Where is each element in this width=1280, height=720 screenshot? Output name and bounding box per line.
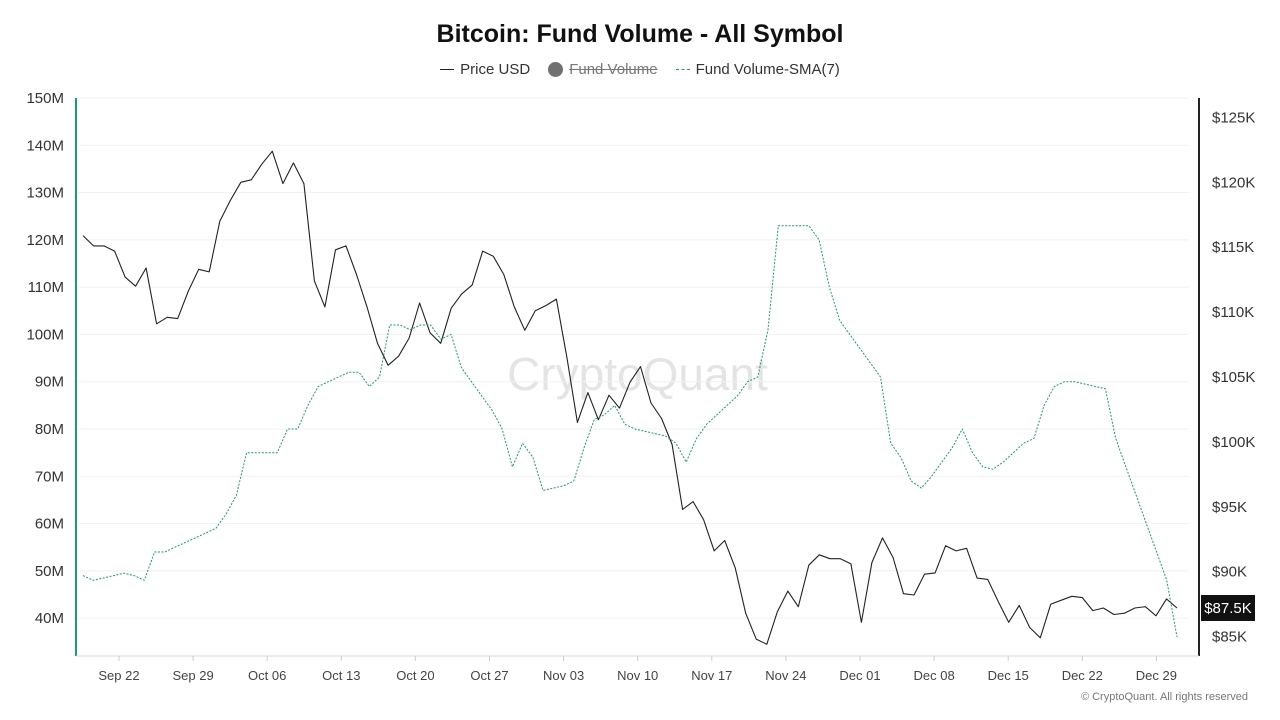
legend-label-fund-volume: Fund Volume bbox=[569, 61, 658, 78]
left-axis-tick-label: 130M bbox=[26, 185, 64, 202]
right-axis-tick-label: $100K bbox=[1212, 434, 1255, 451]
legend: Price USD Fund Volume Fund Volume-SMA(7) bbox=[0, 61, 1280, 78]
right-axis-tick-label: $115K bbox=[1212, 239, 1254, 256]
right-axis-tick-label: $90K bbox=[1212, 564, 1247, 581]
x-axis-tick-label: Dec 22 bbox=[1062, 668, 1103, 683]
left-axis-tick-label: 150M bbox=[26, 90, 64, 107]
legend-item-fund-volume[interactable]: Fund Volume bbox=[548, 61, 658, 78]
right-axis-tick-label: $85K bbox=[1212, 629, 1247, 646]
legend-label-price: Price USD bbox=[460, 61, 531, 78]
legend-label-fund-volume-sma: Fund Volume-SMA(7) bbox=[695, 61, 840, 78]
x-axis-tick-label: Oct 20 bbox=[396, 668, 434, 683]
left-axis-tick-label: 80M bbox=[35, 421, 64, 438]
current-price-label: $87.5K bbox=[1204, 600, 1252, 617]
dot-swatch-icon bbox=[548, 62, 564, 77]
x-axis-tick-label: Oct 13 bbox=[322, 668, 360, 683]
x-axis-tick-label: Oct 06 bbox=[248, 668, 286, 683]
left-axis-tick-label: 120M bbox=[26, 232, 64, 249]
right-axis-tick-label: $110K bbox=[1212, 304, 1254, 321]
fund-volume-sma-line[interactable] bbox=[82, 225, 1178, 638]
x-axis-tick-label: Dec 01 bbox=[839, 668, 880, 683]
left-axis-tick-label: 100M bbox=[26, 326, 64, 343]
legend-item-price[interactable]: Price USD bbox=[440, 61, 530, 78]
line-swatch-icon bbox=[440, 69, 455, 70]
x-axis-tick-label: Nov 03 bbox=[543, 668, 584, 683]
x-axis-tick-label: Nov 10 bbox=[617, 668, 658, 683]
chart-title: Bitcoin: Fund Volume - All Symbol bbox=[436, 20, 844, 48]
right-axis-tick-label: $95K bbox=[1212, 499, 1247, 516]
x-axis-tick-label: Dec 15 bbox=[988, 668, 1029, 683]
right-axis-tick-label: $125K bbox=[1212, 109, 1255, 126]
left-axis-tick-label: 60M bbox=[35, 516, 64, 533]
x-axis-tick-label: Sep 22 bbox=[98, 668, 139, 683]
left-axis-tick-label: 50M bbox=[35, 563, 64, 580]
x-axis-tick-label: Nov 17 bbox=[691, 668, 732, 683]
right-axis-tick-label: $105K bbox=[1212, 369, 1255, 386]
left-axis-tick-label: 110M bbox=[28, 279, 64, 296]
legend-item-fund-volume-sma[interactable]: Fund Volume-SMA(7) bbox=[675, 61, 840, 78]
current-price-badge bbox=[1201, 594, 1255, 621]
left-axis-tick-label: 140M bbox=[26, 137, 64, 154]
x-axis-tick-label: Sep 29 bbox=[172, 668, 213, 683]
price-usd-line[interactable] bbox=[82, 150, 1178, 645]
x-axis-tick-label: Dec 08 bbox=[913, 668, 954, 683]
left-axis-tick-label: 70M bbox=[35, 468, 64, 485]
dashed-swatch-icon bbox=[675, 69, 690, 70]
x-axis-tick-label: Oct 27 bbox=[470, 668, 508, 683]
left-axis-tick-label: 90M bbox=[35, 374, 64, 391]
right-axis-tick-label: $120K bbox=[1212, 174, 1255, 191]
x-axis-tick-label: Dec 29 bbox=[1136, 668, 1177, 683]
watermark-text: CryptoQuant bbox=[507, 348, 768, 400]
x-axis-tick-label: Nov 24 bbox=[765, 668, 806, 683]
copyright-footer: © CryptoQuant. All rights reserved bbox=[1080, 691, 1248, 703]
left-axis-tick-label: 40M bbox=[35, 610, 64, 627]
